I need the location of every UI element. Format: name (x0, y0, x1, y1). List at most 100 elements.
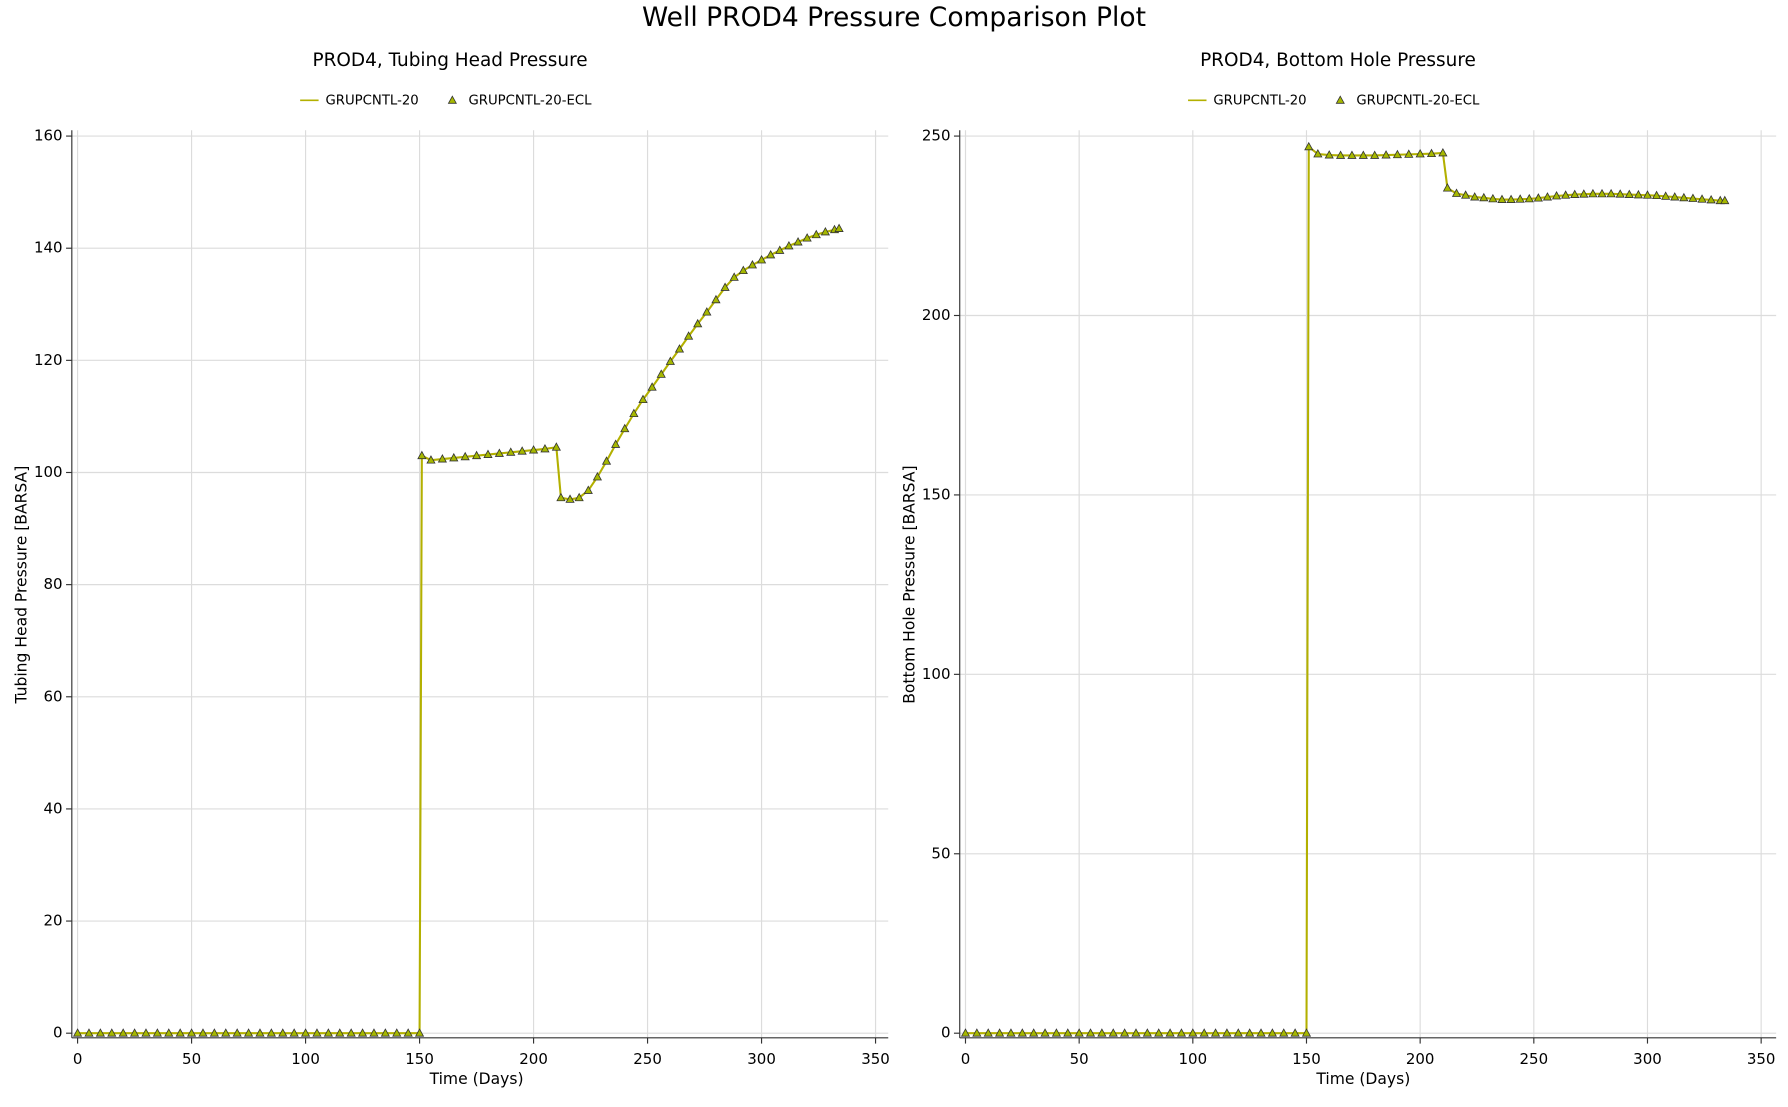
series-marker (1597, 188, 1607, 198)
y-tick-label: 60 (44, 687, 63, 705)
series-marker (380, 1028, 390, 1037)
series-marker (1120, 1028, 1130, 1037)
x-tick-label: 350 (1747, 1050, 1776, 1068)
series-marker (494, 448, 504, 457)
series-marker (620, 423, 630, 433)
series-marker (1290, 1028, 1300, 1037)
x-tick-label: 300 (1633, 1050, 1662, 1068)
series-marker (289, 1028, 299, 1037)
series-marker (1108, 1028, 1118, 1037)
series-marker (1040, 1028, 1050, 1037)
chart-title: PROD4, Bottom Hole Pressure (1200, 50, 1476, 71)
series-marker (1515, 194, 1525, 203)
series-marker (972, 1028, 982, 1037)
x-axis-label: Time (Days) (1315, 1070, 1410, 1088)
y-tick-label: 120 (34, 351, 63, 369)
series-marker (528, 445, 539, 454)
series-marker (1415, 149, 1425, 158)
series-marker (1404, 149, 1414, 158)
series-marker (1165, 1028, 1175, 1037)
series-marker (95, 1028, 105, 1037)
legend-label: GRUPCNTL-20 (326, 93, 419, 108)
series-marker (1561, 190, 1571, 199)
series-marker (483, 449, 493, 458)
x-tick-label: 150 (405, 1050, 434, 1068)
series-marker (414, 1028, 425, 1037)
series-marker (747, 260, 758, 269)
series-marker (1051, 1028, 1062, 1037)
series-marker (1142, 1028, 1152, 1037)
series-marker (1642, 190, 1653, 199)
series-marker (243, 1028, 254, 1037)
series-marker (129, 1028, 140, 1037)
series-marker (665, 356, 675, 365)
series-marker (738, 265, 748, 275)
series-line (965, 144, 1725, 1035)
series-marker (702, 307, 712, 316)
series-marker (793, 237, 803, 246)
series-marker (1301, 1028, 1312, 1037)
series-marker (209, 1028, 219, 1037)
series-marker (1533, 193, 1543, 202)
series-marker (674, 344, 685, 353)
x-tick-label: 200 (519, 1050, 548, 1068)
y-axis-label: Bottom Hole Pressure [BARSA] (901, 465, 919, 703)
series-marker (118, 1028, 128, 1037)
series-marker (1006, 1028, 1016, 1037)
y-tick-label: 80 (44, 575, 63, 593)
series-marker (369, 1028, 379, 1037)
series-marker (1688, 193, 1698, 202)
series-marker (517, 446, 527, 455)
series-line (77, 227, 840, 1035)
series-marker (983, 1028, 993, 1037)
series-marker (1579, 189, 1589, 198)
series-marker (392, 1028, 402, 1037)
series-marker (1461, 190, 1471, 199)
series-marker (506, 447, 516, 456)
x-tick-label: 250 (633, 1050, 662, 1068)
series-marker (1256, 1028, 1266, 1037)
y-tick-label: 20 (44, 912, 63, 930)
series-marker (802, 233, 812, 242)
series-marker (756, 254, 767, 264)
x-tick-label: 200 (1406, 1050, 1435, 1068)
series-marker (647, 382, 657, 391)
legend-swatch (447, 95, 457, 104)
series-marker (1720, 195, 1730, 205)
series-marker (1131, 1028, 1141, 1037)
x-axis-label: Time (Days) (429, 1070, 524, 1088)
series-marker (1651, 190, 1662, 200)
series-marker (1570, 189, 1580, 198)
series-marker (834, 223, 844, 232)
x-tick-label: 0 (961, 1050, 971, 1068)
series-marker (1381, 150, 1391, 159)
y-tick-label: 200 (922, 306, 951, 324)
series-marker (198, 1028, 208, 1037)
series-marker (1697, 194, 1707, 203)
series-marker (1074, 1028, 1084, 1037)
series-marker (820, 226, 830, 236)
series-marker (1551, 191, 1562, 200)
x-tick-label: 300 (747, 1050, 776, 1068)
x-tick-label: 350 (861, 1050, 890, 1068)
series-marker (1085, 1028, 1096, 1037)
y-tick-label: 0 (941, 1024, 951, 1042)
series-marker (711, 294, 721, 304)
series-marker (72, 1028, 83, 1037)
x-tick-label: 150 (1292, 1050, 1321, 1068)
series-marker (1615, 189, 1625, 198)
series-marker (449, 452, 459, 462)
series-marker (784, 240, 794, 250)
series-marker (638, 394, 648, 404)
series-marker (994, 1028, 1005, 1037)
series-marker (300, 1028, 311, 1037)
y-tick-label: 250 (922, 127, 951, 145)
series-marker (1442, 183, 1453, 192)
series-marker (601, 456, 612, 465)
series-marker (232, 1028, 242, 1037)
series-marker (141, 1028, 151, 1037)
series-marker (611, 439, 621, 448)
series-marker (592, 471, 603, 481)
